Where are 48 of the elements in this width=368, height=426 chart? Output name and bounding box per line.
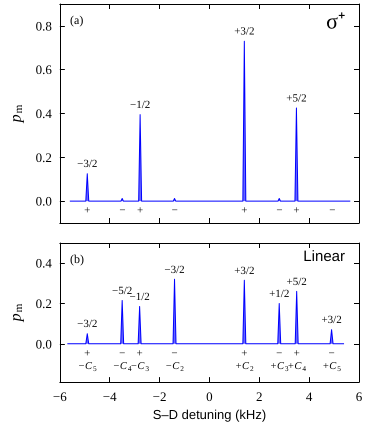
- annotation: −3/2: [77, 158, 98, 170]
- y-tick-label: 0.6: [36, 62, 52, 78]
- y-tick-label: 0.4: [36, 106, 52, 121]
- annotation: −: [329, 204, 336, 217]
- y-tick-label: 0.0: [36, 336, 52, 352]
- x-tick-label: 4: [306, 389, 313, 404]
- annotation: +5/2: [286, 92, 307, 105]
- annotation: −: [172, 204, 178, 217]
- annotation: +3/2: [321, 314, 342, 326]
- y-tick-label: 0.2: [36, 296, 52, 311]
- y-tick-label: 0.4: [36, 256, 52, 271]
- annotation: −1/2: [130, 99, 150, 112]
- annotation: −: [119, 204, 126, 217]
- annotation: +1/2: [269, 288, 290, 300]
- annotation: +: [241, 347, 248, 360]
- x-axis-title: S–D detuning (kHz): [152, 407, 266, 422]
- x-tick-label: −2: [152, 389, 166, 404]
- annotation: (a): [70, 13, 84, 27]
- annotation: +: [137, 204, 144, 217]
- y-tick-label: 0.0: [36, 194, 52, 209]
- annotation: −3/2: [77, 318, 98, 330]
- y-tick-label: 0.8: [36, 18, 52, 34]
- x-tick-label: −4: [102, 389, 118, 404]
- annotation: −: [119, 347, 126, 360]
- y-axis-title: pm: [8, 303, 26, 322]
- annotation: +: [293, 204, 300, 217]
- annotation: −3/2: [164, 264, 185, 276]
- annotation: −: [276, 204, 283, 217]
- annotation: +3/2: [234, 264, 254, 277]
- annotation: +: [84, 347, 90, 360]
- x-tick-label: −6: [52, 389, 68, 404]
- annotation: +: [241, 204, 248, 217]
- y-axis-title: pm: [8, 104, 26, 124]
- annotation: (b): [70, 252, 84, 266]
- x-tick-label: 0: [206, 389, 213, 404]
- annotation: Linear: [303, 248, 346, 265]
- annotation: −: [276, 347, 282, 360]
- annotation: σ⁺: [326, 8, 345, 34]
- y-tick-label: 0.2: [36, 150, 52, 165]
- annotation: +: [136, 347, 143, 360]
- x-tick-label: 2: [256, 389, 263, 404]
- x-tick-label: 6: [356, 389, 363, 404]
- annotation: −: [328, 347, 335, 360]
- annotation: +3/2: [234, 26, 254, 38]
- annotation: +5/2: [286, 276, 307, 288]
- annotation: +: [294, 347, 300, 360]
- annotation: −: [171, 347, 178, 360]
- annotation: +: [84, 204, 90, 217]
